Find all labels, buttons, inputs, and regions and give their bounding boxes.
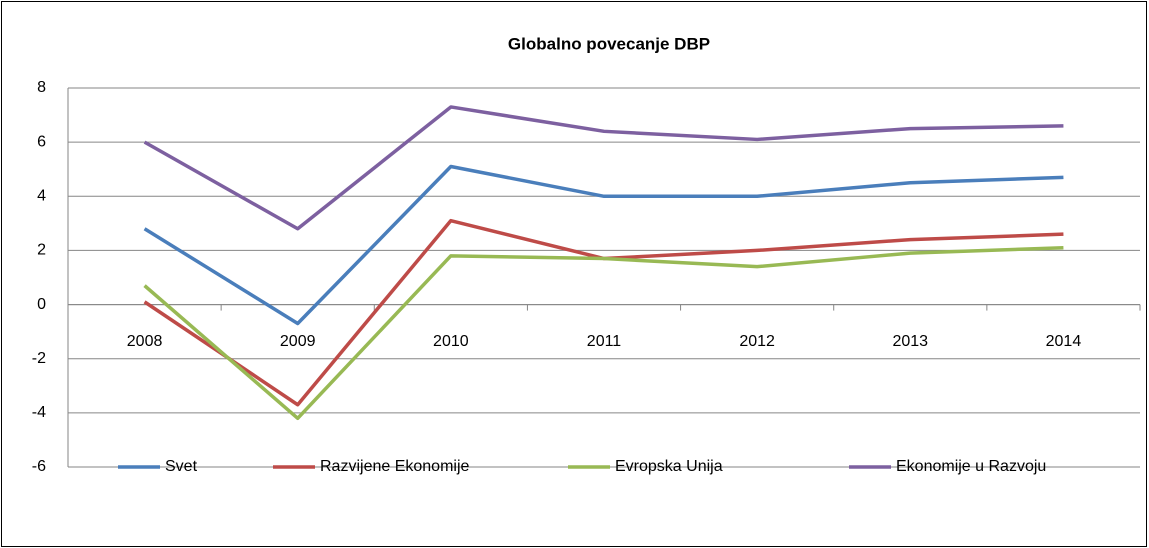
- x-tick-label: 2012: [739, 333, 775, 350]
- legend-label: Svet: [165, 458, 198, 475]
- series-line: [143, 245, 1064, 421]
- x-tick-label: 2011: [587, 333, 622, 350]
- y-tick-label: 2: [37, 242, 46, 259]
- series-line: [143, 164, 1064, 326]
- x-tick-label: 2014: [1046, 333, 1082, 350]
- y-tick-label: -4: [32, 404, 46, 421]
- y-tick-label: 6: [37, 133, 46, 150]
- legend-label: Razvijene Ekonomije: [320, 458, 470, 475]
- y-tick-label: 4: [37, 188, 46, 205]
- x-tick-label: 2010: [433, 333, 469, 350]
- legend-label: Evropska Unija: [615, 458, 723, 475]
- y-tick-label: -6: [32, 458, 46, 475]
- y-tick-label: -2: [32, 350, 46, 367]
- x-tick-label: 2013: [892, 333, 928, 350]
- series-line: [143, 105, 1064, 231]
- y-tick-label: 8: [37, 79, 46, 96]
- y-tick-label: 0: [37, 296, 46, 313]
- chart-title: Globalno povecanje DBP: [508, 34, 710, 53]
- x-tick-label: 2009: [280, 333, 316, 350]
- legend-label: Ekonomije u Razvoju: [896, 458, 1046, 475]
- x-tick-label: 2008: [127, 333, 163, 350]
